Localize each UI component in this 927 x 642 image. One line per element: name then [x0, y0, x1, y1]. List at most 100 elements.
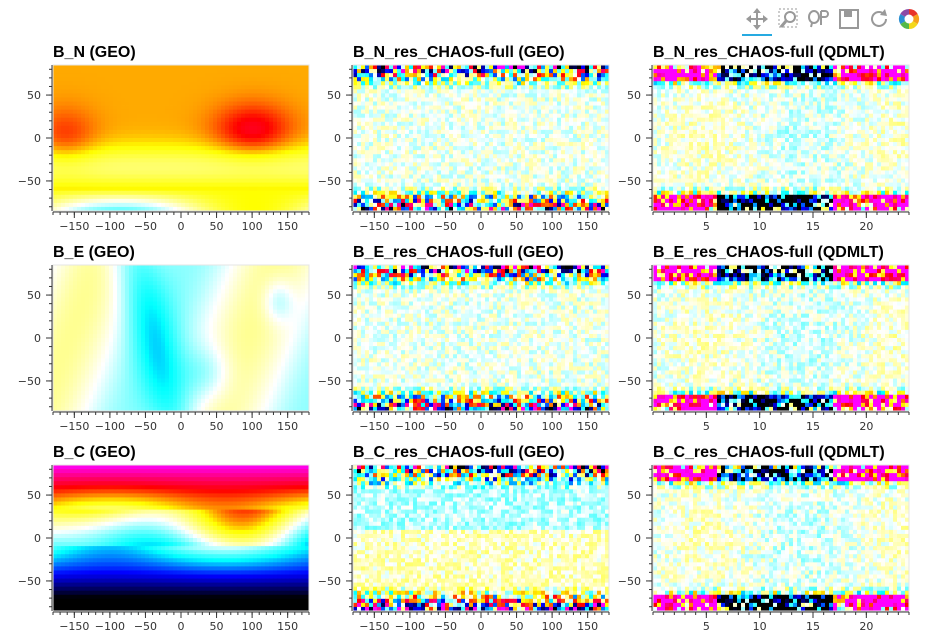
heatmap-cell: [505, 198, 510, 204]
heatmap-cell: [245, 206, 250, 211]
heatmap-cell: [385, 77, 390, 82]
pan-tool-icon[interactable]: [742, 6, 772, 36]
heatmap-cell: [281, 125, 286, 131]
heatmap-cell: [581, 113, 586, 119]
reset-tool-icon[interactable]: [866, 6, 892, 32]
heatmap-cell: [57, 174, 62, 179]
heatmap-cell: [201, 125, 206, 131]
heatmap-cell: [281, 182, 286, 188]
heatmap-cell: [669, 77, 674, 82]
heatmap-cell: [585, 113, 590, 119]
heatmap-cell: [377, 142, 382, 147]
heatmap-cell: [373, 174, 378, 179]
heatmap-cell: [217, 170, 222, 175]
heatmap-cell: [753, 73, 758, 78]
save-tool-icon[interactable]: [836, 6, 862, 32]
heatmap-cell: [549, 109, 554, 115]
heatmap-cell: [389, 129, 394, 135]
heatmap-cell: [469, 77, 474, 82]
heatmap-cell: [473, 133, 478, 139]
heatmap-cell: [505, 162, 510, 167]
heatmap-cell: [453, 93, 458, 98]
heatmap-cell: [517, 93, 522, 98]
heatmap-cell: [257, 101, 262, 106]
heatmap-cell: [153, 142, 158, 147]
x-tick-label: 0: [178, 220, 185, 233]
lasso-select-tool-icon[interactable]: [806, 6, 832, 32]
heatmap-cell: [73, 142, 78, 147]
heatmap-cell: [93, 97, 98, 102]
heatmap-cell: [605, 65, 609, 70]
heatmap-cell: [201, 142, 206, 147]
heatmap-cell: [413, 117, 418, 123]
heatmap-cell: [601, 182, 606, 188]
heatmap-cell: [305, 162, 309, 167]
heatmap-cell: [541, 162, 546, 167]
heatmap-cell: [289, 129, 294, 135]
heatmap-cell: [353, 190, 358, 196]
heatmap-cell: [193, 178, 198, 184]
heatmap-cell: [385, 142, 390, 147]
heatmap-cell: [61, 178, 66, 184]
heatmap-cell: [229, 206, 234, 211]
heatmap-cell: [61, 129, 66, 135]
heatmap-cell: [109, 162, 114, 167]
heatmap-cell: [113, 150, 118, 155]
heatmap-cell: [177, 97, 182, 102]
heatmap-cell: [473, 202, 478, 208]
heatmap-cell: [305, 202, 309, 208]
heatmap-cell: [173, 125, 178, 131]
heatmap-cell: [185, 117, 190, 123]
heatmap-cell: [593, 198, 598, 204]
bokeh-logo-icon[interactable]: [896, 6, 922, 32]
heatmap-cell: [237, 81, 242, 86]
heatmap-cell: [497, 202, 502, 208]
heatmap-cell: [569, 150, 574, 155]
heatmap-cell: [449, 190, 454, 196]
heatmap-cell: [253, 117, 258, 123]
heatmap-cell: [397, 101, 402, 106]
heatmap-cell: [541, 85, 546, 90]
heatmap-cell: [665, 65, 670, 70]
heatmap-cell: [477, 198, 482, 204]
heatmap-cell: [417, 109, 422, 115]
heatmap-cell: [181, 85, 186, 90]
heatmap-cell: [121, 190, 126, 196]
heatmap-cell: [241, 125, 246, 131]
heatmap-cell: [553, 198, 558, 204]
heatmap-cell: [557, 186, 562, 192]
heatmap-cell: [137, 97, 142, 102]
heatmap-cell: [185, 133, 190, 139]
heatmap-panel[interactable]: B_N_res_CHAOS-full (GEO)−150 −100 −50 0 50 10…: [318, 44, 610, 233]
heatmap-cell: [229, 202, 234, 208]
heatmap-cell: [553, 89, 558, 94]
heatmap-cell: [441, 101, 446, 106]
heatmap-cell: [97, 198, 102, 204]
heatmap-cell: [117, 198, 122, 204]
heatmap-cell: [533, 117, 538, 123]
heatmap-cell: [437, 190, 442, 196]
heatmap-cell: [157, 133, 162, 139]
heatmap-cell: [141, 133, 146, 139]
heatmap-cell: [245, 146, 250, 151]
heatmap-cell: [281, 194, 286, 200]
heatmap-cell: [525, 97, 530, 102]
box-zoom-tool-icon[interactable]: [776, 6, 802, 32]
heatmap-cell: [73, 69, 78, 74]
heatmap-cell: [129, 150, 134, 155]
heatmap-cell: [557, 154, 562, 159]
heatmap-cell: [529, 178, 534, 184]
heatmap-cell: [201, 146, 206, 151]
heatmap-cell: [533, 121, 538, 127]
heatmap-cell: [269, 113, 274, 119]
heatmap-cell: [505, 93, 510, 98]
heatmap-cell: [221, 77, 226, 82]
heatmap-cell: [509, 182, 514, 188]
heatmap-cell: [193, 142, 198, 147]
heatmap-cell: [693, 77, 698, 82]
heatmap-cell: [393, 174, 398, 179]
heatmap-cell: [93, 65, 98, 70]
heatmap-cell: [597, 194, 602, 200]
